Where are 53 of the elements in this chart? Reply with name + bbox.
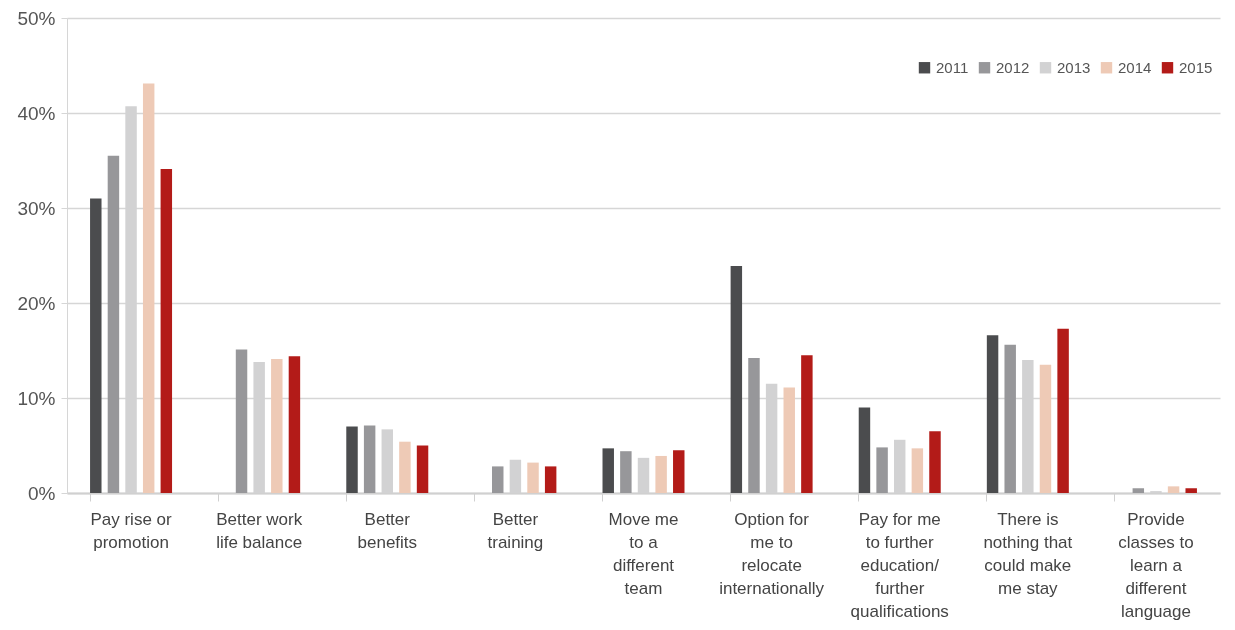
bar [673,450,685,493]
y-tick-label: 10% [17,387,56,409]
x-tick-label: Pay for me to further education/ further qualifications [850,509,949,621]
bar [748,358,760,493]
x-tick-label: Move me to a different team [608,509,679,598]
bar [416,445,429,493]
legend-label: 2012 [996,58,1030,76]
bar [288,356,301,493]
bar [986,335,999,493]
bar [929,431,941,493]
bar [801,355,813,493]
bar [160,169,173,493]
y-tick-label: 0% [28,482,56,504]
legend-label: 2011 [936,58,969,76]
x-tick-label: Provide classes to learn a different language [1118,509,1194,621]
bar [1039,364,1052,493]
x-tick-label: Better benefits [357,509,418,552]
bar [783,387,795,493]
legend-label: 2015 [1179,58,1213,76]
y-tick-label: 50% [17,7,56,29]
bar [235,349,248,493]
x-tick-label: Pay rise or promotion [90,509,173,552]
bar [363,425,376,493]
x-tick-label: Option for me to relocate internationally [719,509,825,598]
y-tick-label: 40% [17,102,56,124]
x-tick-label: Better training [487,509,544,552]
bar [346,426,358,493]
bar [730,265,743,493]
x-tick-label: Better work life balance [216,509,303,552]
bar [1167,486,1180,493]
y-tick-label: 20% [17,292,56,314]
bar [399,441,411,493]
bar [142,83,155,493]
bar [858,407,871,493]
bar [1132,488,1145,493]
bar [107,155,120,493]
bar [527,462,539,493]
bar [1185,488,1197,493]
bar [620,451,632,493]
bar [271,359,283,493]
bar [544,466,557,493]
x-tick-label: There is nothing that could make me stay [983,509,1073,598]
bar [90,198,102,493]
legend-label: 2014 [1118,58,1152,76]
bar [655,455,667,493]
bar [1004,344,1016,493]
bar [492,466,504,493]
legend-label: 2013 [1057,58,1091,76]
bar [911,448,924,493]
y-tick-label: 30% [17,197,56,219]
bar [602,448,614,493]
bar [1057,328,1069,493]
bar [876,447,888,493]
